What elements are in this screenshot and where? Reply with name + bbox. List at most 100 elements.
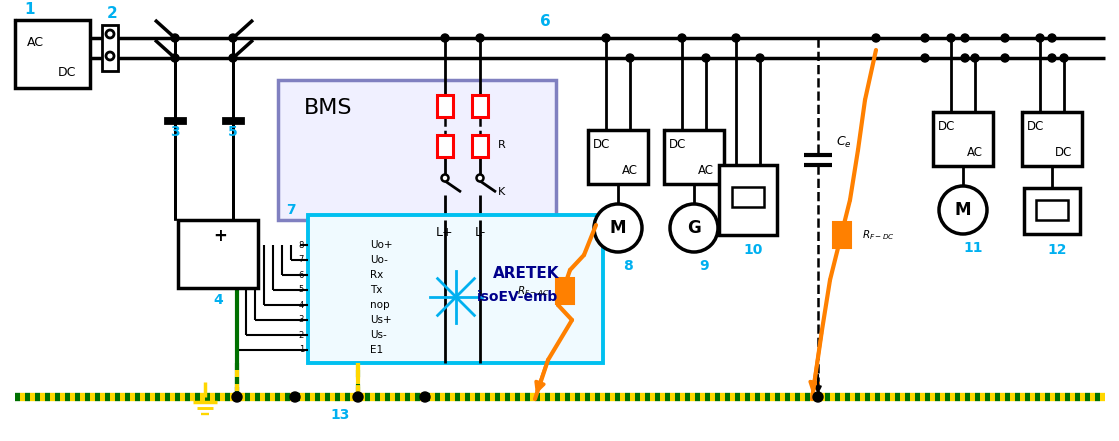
- Circle shape: [1049, 34, 1056, 42]
- Text: L-: L-: [474, 227, 486, 239]
- Circle shape: [921, 34, 929, 42]
- Text: Tx: Tx: [370, 285, 383, 295]
- Bar: [308, 215, 603, 363]
- Text: Rx: Rx: [370, 270, 383, 280]
- Text: 11: 11: [963, 241, 982, 255]
- Circle shape: [229, 54, 237, 62]
- Circle shape: [626, 54, 634, 62]
- Text: 1: 1: [25, 3, 36, 18]
- Circle shape: [1002, 34, 1009, 42]
- Bar: [223, 118, 243, 123]
- Text: BMS: BMS: [303, 98, 352, 118]
- Circle shape: [229, 34, 237, 42]
- Circle shape: [106, 52, 114, 60]
- Text: DC: DC: [1027, 120, 1045, 132]
- Circle shape: [1036, 34, 1044, 42]
- Bar: [732, 187, 764, 207]
- Bar: [472, 95, 488, 117]
- Circle shape: [947, 34, 955, 42]
- Text: DC: DC: [939, 120, 956, 132]
- Circle shape: [678, 34, 686, 42]
- Text: Us-: Us-: [370, 330, 387, 340]
- Text: L+: L+: [436, 227, 454, 239]
- Circle shape: [171, 54, 179, 62]
- Text: Us+: Us+: [370, 315, 392, 325]
- Circle shape: [872, 34, 880, 42]
- Text: ARETEK: ARETEK: [492, 265, 560, 280]
- Bar: [556, 278, 574, 304]
- Text: nop: nop: [370, 300, 389, 310]
- Text: M: M: [610, 219, 627, 237]
- Text: R: R: [498, 140, 506, 150]
- Text: 10: 10: [743, 243, 763, 257]
- Text: 5: 5: [299, 285, 304, 295]
- Text: 1: 1: [299, 345, 304, 355]
- Bar: [1036, 200, 1068, 220]
- Text: 6: 6: [299, 270, 304, 280]
- Bar: [720, 165, 777, 235]
- Text: 2: 2: [106, 5, 117, 20]
- Bar: [472, 135, 488, 157]
- Circle shape: [477, 175, 483, 182]
- Text: AC: AC: [967, 146, 982, 158]
- Bar: [438, 135, 453, 157]
- Bar: [278, 80, 556, 220]
- Circle shape: [441, 34, 449, 42]
- Text: G: G: [687, 219, 700, 237]
- Circle shape: [1060, 54, 1068, 62]
- Text: 3: 3: [299, 315, 304, 325]
- Text: AC: AC: [622, 164, 638, 176]
- Bar: [164, 118, 185, 123]
- Circle shape: [106, 30, 114, 38]
- Circle shape: [961, 34, 969, 42]
- Text: Uo-: Uo-: [370, 255, 388, 265]
- Text: 5: 5: [228, 125, 238, 139]
- Text: 6: 6: [539, 15, 551, 30]
- Circle shape: [352, 392, 363, 402]
- Bar: [1024, 188, 1080, 234]
- Bar: [587, 130, 648, 184]
- Text: 13: 13: [330, 408, 349, 422]
- Circle shape: [476, 34, 485, 42]
- Circle shape: [171, 34, 179, 42]
- Text: +: +: [213, 227, 227, 245]
- Text: $C_e$: $C_e$: [836, 135, 852, 149]
- Text: M: M: [955, 201, 971, 219]
- Text: 8: 8: [623, 259, 633, 273]
- Circle shape: [1049, 54, 1056, 62]
- Text: DC: DC: [1055, 146, 1073, 158]
- Circle shape: [1002, 54, 1009, 62]
- Circle shape: [971, 54, 979, 62]
- Text: 12: 12: [1047, 243, 1066, 257]
- Text: DC: DC: [669, 138, 687, 150]
- Circle shape: [921, 54, 929, 62]
- Circle shape: [814, 392, 822, 402]
- Bar: [933, 112, 993, 166]
- Text: 7: 7: [299, 255, 304, 265]
- Text: K: K: [498, 187, 506, 197]
- Text: AC: AC: [27, 35, 44, 49]
- Text: 9: 9: [699, 259, 708, 273]
- Bar: [178, 220, 258, 288]
- Text: $R_{F-AC}$: $R_{F-AC}$: [517, 284, 549, 298]
- Text: 4: 4: [299, 300, 304, 310]
- Circle shape: [602, 34, 610, 42]
- Bar: [15, 20, 90, 88]
- Circle shape: [702, 54, 709, 62]
- Text: DC: DC: [593, 138, 611, 150]
- Circle shape: [670, 204, 718, 252]
- Bar: [833, 222, 852, 248]
- Text: AC: AC: [698, 164, 714, 176]
- Text: $R_{F-DC}$: $R_{F-DC}$: [862, 228, 895, 242]
- Bar: [1022, 112, 1082, 166]
- Bar: [664, 130, 724, 184]
- Text: isoEV-emb: isoEV-emb: [478, 290, 558, 304]
- Circle shape: [442, 175, 449, 182]
- Circle shape: [420, 392, 430, 402]
- Text: Uo+: Uo+: [370, 240, 393, 250]
- Text: 4: 4: [213, 293, 223, 307]
- Circle shape: [232, 392, 242, 402]
- Circle shape: [290, 392, 300, 402]
- Text: DC: DC: [58, 66, 76, 78]
- Circle shape: [594, 204, 642, 252]
